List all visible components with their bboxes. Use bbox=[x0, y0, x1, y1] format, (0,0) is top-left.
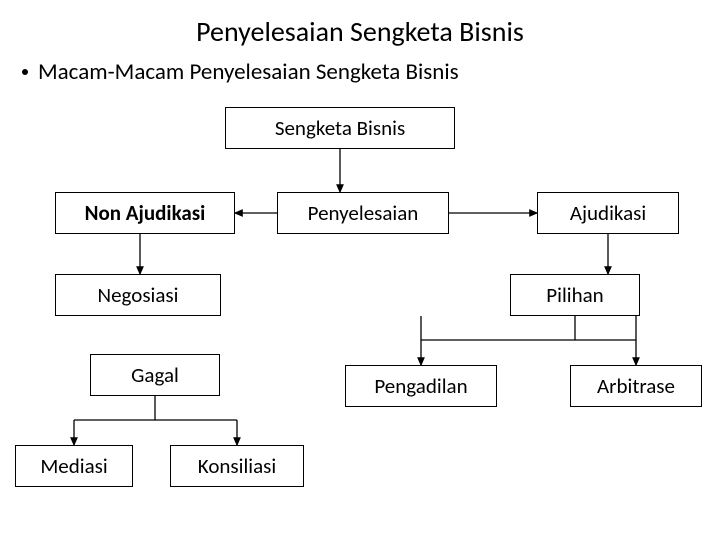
node-penyel: Penyelesaian bbox=[277, 192, 449, 234]
node-mediasi: Mediasi bbox=[15, 445, 133, 487]
node-arbitrase: Arbitrase bbox=[570, 365, 702, 407]
node-nonaj: Non Ajudikasi bbox=[55, 192, 235, 234]
node-negosiasi: Negosiasi bbox=[55, 274, 221, 316]
node-gagal: Gagal bbox=[90, 354, 220, 396]
node-ajudik: Ajudikasi bbox=[537, 192, 679, 234]
bullet-text: Macam-Macam Penyelesaian Sengketa Bisnis bbox=[38, 58, 459, 86]
node-pilihan: Pilihan bbox=[510, 274, 640, 316]
node-pengadilan: Pengadilan bbox=[345, 365, 497, 407]
bullet-line: Macam-Macam Penyelesaian Sengketa Bisnis bbox=[22, 58, 459, 86]
bullet-dot-icon bbox=[22, 69, 28, 75]
node-konsiliasi: Konsiliasi bbox=[170, 445, 304, 487]
diagram-stage: Penyelesaian Sengketa Bisnis Macam-Macam… bbox=[0, 0, 720, 540]
slide-title: Penyelesaian Sengketa Bisnis bbox=[115, 14, 605, 49]
node-root: Sengketa Bisnis bbox=[225, 107, 455, 149]
